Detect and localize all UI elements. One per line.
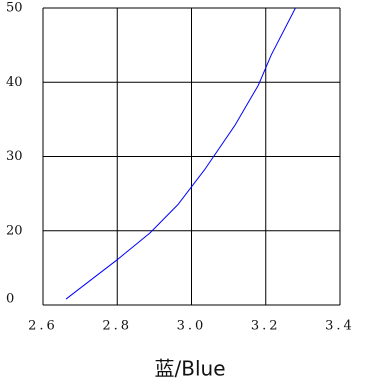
y-tick-label: 0 [6,292,14,307]
x-tick-label: 3.4 [325,319,355,334]
data-line [65,7,296,300]
x-tick-label: 2.6 [28,319,58,334]
x-tick-label: 3.2 [251,319,281,334]
y-tick-label: 40 [6,75,23,90]
y-tick-label: 20 [6,223,23,238]
x-tick-label: 2.8 [102,319,132,334]
y-tick-label: 30 [6,149,23,164]
x-axis-label: 蓝/Blue [155,357,226,381]
x-tick-label: 3.0 [177,319,207,334]
y-tick-label: 50 [6,1,23,16]
